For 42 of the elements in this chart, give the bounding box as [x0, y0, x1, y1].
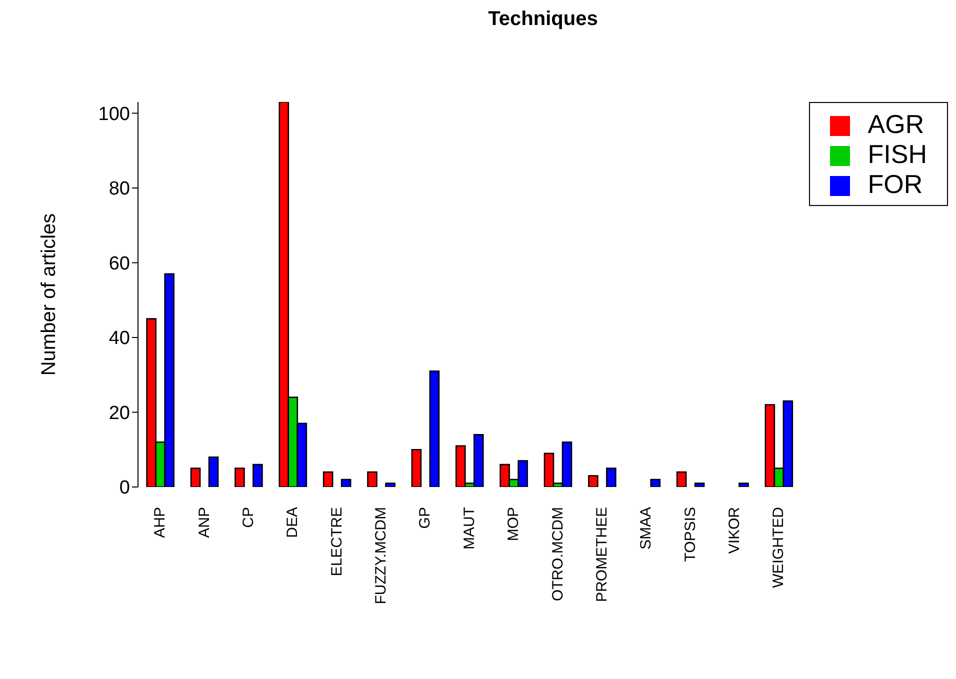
y-tick-label: 0 — [119, 478, 130, 499]
legend-label: AGR — [868, 109, 924, 139]
x-tick-label: SMAA — [638, 507, 655, 550]
x-tick-label: PROMETHEE — [593, 507, 610, 602]
legend-label: FOR — [868, 169, 923, 199]
bar — [650, 478, 661, 487]
bar — [190, 468, 201, 487]
bar — [676, 471, 687, 487]
x-tick-label: TOPSIS — [682, 507, 699, 562]
y-tick-label: 100 — [98, 104, 130, 125]
x-tick-label: FUZZY.MCDM — [372, 507, 390, 604]
y-tick-label: 20 — [108, 402, 130, 424]
bar — [234, 468, 245, 487]
x-tick-label: MAUT — [460, 507, 478, 550]
y-tick-label: 40 — [108, 328, 130, 350]
x-tick-label: OTRO.MCDM — [549, 507, 566, 602]
y-axis-title: Number of articles — [38, 213, 60, 376]
x-tick-label: ELECTRE — [328, 507, 346, 576]
x-tick-label: CP — [240, 507, 257, 528]
bar — [208, 456, 219, 487]
bar — [429, 370, 440, 487]
legend-label: FISH — [868, 139, 927, 169]
bar — [588, 475, 598, 487]
x-tick-label: DEA — [284, 507, 302, 538]
bar — [738, 482, 749, 487]
x-tick-label: VIKOR — [726, 506, 743, 554]
bar — [322, 471, 334, 487]
y-tick-label: 80 — [108, 178, 130, 200]
x-tick-label: GP — [416, 507, 434, 529]
bar — [252, 464, 263, 487]
x-tick-label: AHP — [152, 507, 169, 538]
x-tick-label: WEIGHTED — [770, 506, 788, 588]
x-tick-label: MOP — [505, 507, 522, 542]
chart-title: Techniques — [487, 8, 599, 32]
bar — [606, 468, 616, 487]
y-tick-label: 60 — [108, 253, 130, 274]
bar — [367, 471, 378, 487]
bar — [694, 482, 705, 487]
bar — [385, 482, 396, 487]
x-tick-label: ANP — [196, 507, 213, 538]
bar — [340, 478, 352, 487]
bar — [411, 448, 422, 487]
